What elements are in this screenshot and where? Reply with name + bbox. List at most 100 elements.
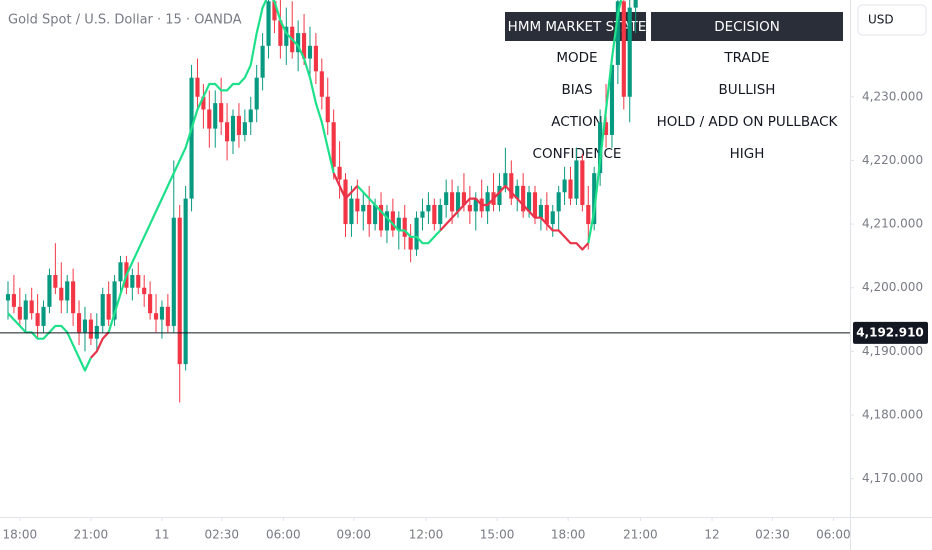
candle-body xyxy=(414,217,419,250)
candle-body xyxy=(23,300,28,320)
currency-label: USD xyxy=(868,13,894,27)
table-cell: HIGH xyxy=(730,146,765,162)
candle-body xyxy=(159,306,165,320)
candle-body xyxy=(35,313,40,326)
candle-body xyxy=(461,192,467,205)
x-tick-label: 15:00 xyxy=(480,528,515,542)
candle-body xyxy=(201,96,206,110)
candle-body xyxy=(242,122,247,135)
candle-body xyxy=(47,275,52,307)
table-header-text: HMM MARKET STATE xyxy=(508,19,647,35)
x-tick-label: 02:30 xyxy=(755,528,790,542)
candle-body xyxy=(390,211,395,231)
candle-body xyxy=(355,198,360,212)
y-tick-label: 4,210.000 xyxy=(862,217,923,231)
candle-body xyxy=(82,319,88,333)
candle-body xyxy=(603,122,609,135)
candle-body xyxy=(17,306,22,320)
candle-body xyxy=(485,192,490,212)
candle-body xyxy=(426,204,431,212)
candle-body xyxy=(153,313,159,320)
candle-body xyxy=(65,281,70,301)
candle-body xyxy=(230,115,236,142)
x-tick-label: 06:00 xyxy=(266,528,301,542)
candle-body xyxy=(574,160,579,199)
candle-body xyxy=(396,217,401,231)
y-tick-label: 4,190.000 xyxy=(862,344,923,358)
table-cell: HOLD / ADD ON PULLBACK xyxy=(657,114,839,130)
candle-body xyxy=(361,204,366,212)
table-header-cell xyxy=(651,12,843,41)
candle-body xyxy=(100,294,105,326)
candle-body xyxy=(627,7,632,97)
candle-body xyxy=(313,45,318,72)
candle-body xyxy=(248,109,253,123)
candle-body xyxy=(598,122,603,174)
candle-body xyxy=(467,204,472,212)
table-cell: CONFIDENCE xyxy=(533,146,622,162)
x-tick-label: 12 xyxy=(704,528,719,542)
candle-body xyxy=(420,211,425,218)
y-tick-label: 4,180.000 xyxy=(862,408,923,422)
candle-body xyxy=(88,319,93,339)
indicator-line xyxy=(7,0,623,372)
candle-body xyxy=(609,64,615,135)
candle-body xyxy=(367,204,372,225)
candle-body xyxy=(515,185,520,199)
candle-body xyxy=(53,275,58,288)
candle-body xyxy=(556,192,561,212)
candle-body xyxy=(171,217,176,326)
candle-body xyxy=(284,26,289,46)
candle-body xyxy=(544,204,549,225)
currency-button[interactable] xyxy=(857,4,927,36)
candle-body xyxy=(473,198,478,212)
candle-body xyxy=(136,275,141,288)
candle-body xyxy=(11,294,16,307)
candle-body xyxy=(148,294,153,314)
candle-body xyxy=(41,306,46,326)
candle-body xyxy=(183,198,188,365)
candle-body xyxy=(615,1,620,65)
x-tick-label: 11 xyxy=(154,528,169,542)
candle-body xyxy=(272,1,277,21)
candle-body xyxy=(455,192,461,212)
candle-body xyxy=(106,294,111,320)
candle-body xyxy=(568,179,573,199)
candle-body xyxy=(189,77,194,199)
candle-body xyxy=(497,185,502,205)
table-header-text: DECISION xyxy=(714,19,780,35)
candle-body xyxy=(207,109,212,129)
candle-body xyxy=(266,1,271,46)
candle-body xyxy=(384,211,390,231)
candle-body xyxy=(526,192,532,212)
candle-body xyxy=(402,217,407,237)
x-tick-label: 06:00 xyxy=(816,528,851,542)
candle-body xyxy=(349,198,354,225)
candle-body xyxy=(538,204,543,218)
candle-body xyxy=(165,306,170,326)
candle-body xyxy=(213,103,218,129)
x-tick-label: 21:00 xyxy=(623,528,658,542)
candle-body xyxy=(408,236,413,250)
candle-body xyxy=(438,204,443,225)
table-cell: BIAS xyxy=(561,82,592,98)
candle-body xyxy=(621,1,626,97)
candle-body xyxy=(319,71,324,97)
plot-area xyxy=(5,0,638,403)
candle-body xyxy=(59,287,64,301)
candle-body xyxy=(444,192,449,205)
indicator-line xyxy=(90,172,590,359)
candle-body xyxy=(378,204,384,231)
candle-body xyxy=(562,179,567,193)
candle-body xyxy=(219,103,224,123)
y-tick-label: 4,200.000 xyxy=(862,280,923,294)
candle-body xyxy=(130,275,135,288)
candle-body xyxy=(225,122,230,142)
last-price-label: 4,192.910 xyxy=(856,325,924,339)
x-tick-label: 12:00 xyxy=(409,528,444,542)
candle-body xyxy=(521,185,526,212)
candle-body xyxy=(5,294,11,301)
x-tick-label: 09:00 xyxy=(336,528,371,542)
table-cell: TRADE xyxy=(723,50,769,66)
